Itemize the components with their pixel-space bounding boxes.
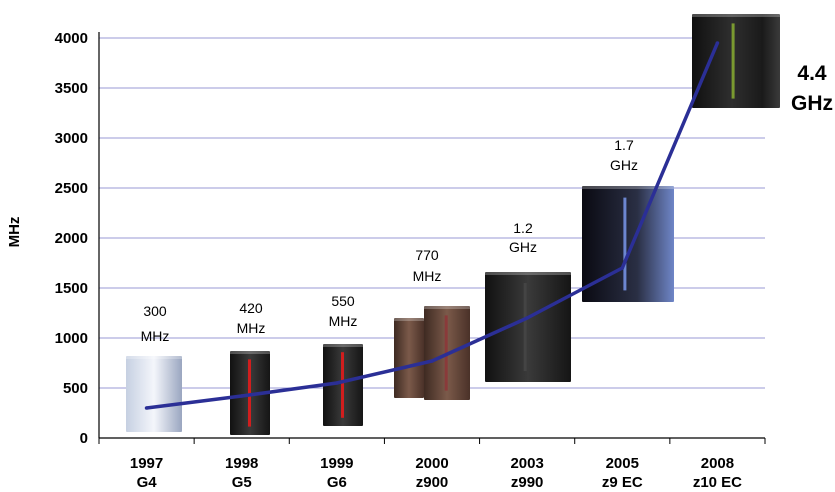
x-axis-ticks: 1997 G4 1998 G5 1999 G6 2000 z900 2003 z990 2005 z9…: [130, 455, 742, 491]
annotation-value: 300: [143, 303, 167, 319]
y-tick-label: 3000: [55, 130, 88, 147]
data-point: [144, 406, 149, 410]
data-point: [525, 316, 529, 320]
cabinet-top: [582, 186, 674, 189]
x-tick-model: z990: [511, 474, 544, 491]
annotation-unit: GHz: [610, 157, 638, 173]
y-tick-label: 4000: [55, 30, 88, 47]
x-tick-model: G6: [327, 474, 347, 491]
cabinet-stripe: [248, 359, 251, 427]
data-point: [430, 359, 434, 363]
annotation-value: 4.4: [797, 62, 827, 85]
data-point: [715, 41, 720, 45]
mainframe-g4-image: [126, 356, 182, 432]
annotation-unit: MHz: [329, 313, 358, 329]
annotation-value: 770: [415, 247, 439, 263]
data-point: [620, 266, 625, 270]
cabinet-stripe: [731, 23, 735, 99]
annotation-value: 550: [331, 293, 355, 309]
annotation-unit: GHz: [509, 239, 537, 255]
mainframe-z900-image: [394, 318, 424, 398]
x-tick-model: G5: [232, 474, 252, 491]
mainframe-g5-image: [230, 351, 270, 435]
y-tick-label: 2500: [55, 180, 88, 197]
annotation-value: 420: [239, 300, 263, 316]
data-point: [239, 394, 244, 398]
y-tick-label: 1000: [55, 330, 88, 347]
x-tick-model: G4: [137, 474, 158, 491]
cabinet-top: [424, 306, 470, 309]
x-tick-year: 1998: [225, 455, 258, 472]
x-tick-year: 1999: [320, 455, 353, 472]
y-axis-label: MHz: [6, 217, 23, 248]
y-tick-label: 2000: [55, 230, 88, 247]
x-tick-model: z900: [416, 474, 449, 491]
x-tick-year: 2008: [701, 455, 734, 472]
annotation-value: 1.7: [614, 137, 634, 153]
data-point: [335, 381, 339, 385]
gridlines: [98, 32, 766, 444]
cabinet-stripe: [523, 283, 527, 371]
y-tick-label: 3500: [55, 80, 88, 97]
clock-speed-series: [144, 41, 720, 410]
y-tick-label: 500: [63, 380, 88, 397]
mainframe-z990-image: [485, 272, 571, 382]
value-annotations: 300 MHz 420 MHz 550 MHz 770 MHz 1.2 GHz 1.7 GHz 4.4 G…: [141, 62, 833, 344]
cabinet-top: [692, 14, 780, 17]
cabinet-body: [126, 356, 182, 432]
cabinet-top: [485, 272, 571, 275]
x-tick-year: 2003: [510, 455, 543, 472]
annotation-unit: MHz: [237, 320, 266, 336]
mainframe-g6-image: [323, 344, 363, 426]
mainframe-images: [126, 14, 780, 435]
annotation-unit: MHz: [413, 268, 442, 284]
cabinet-top: [323, 344, 363, 347]
cabinet-body: [485, 272, 571, 382]
cabinet-top: [394, 318, 424, 321]
cabinet-top: [230, 351, 270, 354]
x-tick-model: z9 EC: [602, 474, 643, 491]
x-tick-year: 2000: [415, 455, 448, 472]
mainframe-z9ec-image: [582, 186, 674, 302]
y-tick-label: 1500: [55, 280, 88, 297]
cabinet-body: [582, 186, 674, 302]
cabinet-body: [692, 14, 780, 108]
cabinet-stripe: [623, 197, 627, 291]
y-axis-ticks: 0 500 1000 1500 2000 2500 3000 3500 4000: [55, 30, 88, 447]
annotation-value: 1.2: [513, 220, 533, 236]
cabinet-body: [394, 318, 424, 398]
annotation-unit: GHz: [791, 92, 833, 115]
cabinet-stripe: [341, 352, 344, 418]
x-tick-model: z10 EC: [693, 474, 742, 491]
cabinet-top: [126, 356, 182, 359]
annotation-unit: MHz: [141, 328, 170, 344]
x-tick-year: 2005: [606, 455, 639, 472]
y-tick-label: 0: [80, 430, 88, 447]
mainframe-z10ec-image: [692, 14, 780, 108]
x-tick-year: 1997: [130, 455, 163, 472]
